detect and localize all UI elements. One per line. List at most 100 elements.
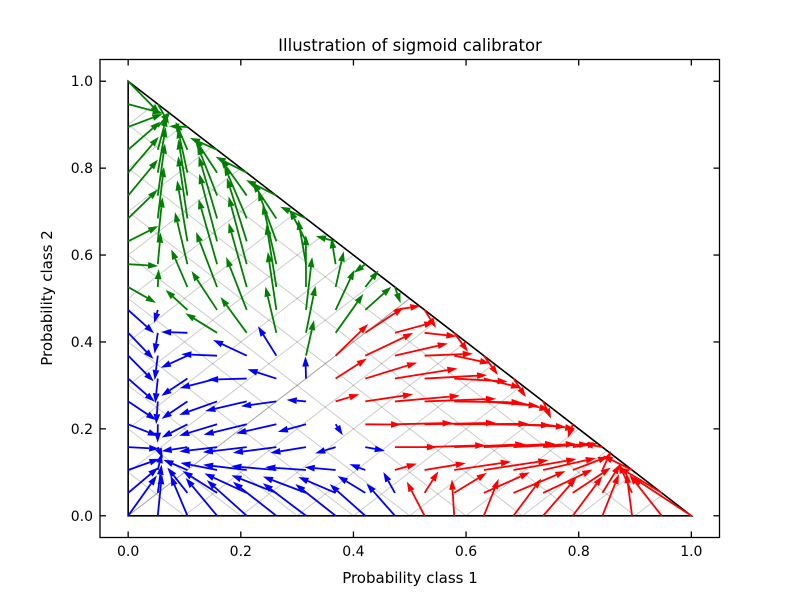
calibration-arrow	[602, 455, 633, 471]
x-axis-label: Probability class 1	[342, 569, 478, 587]
grid-line	[127, 254, 354, 430]
calibration-arrow	[228, 222, 248, 288]
calibration-arrow	[305, 320, 316, 356]
calibration-arrow	[127, 458, 160, 471]
calibration-arrow	[167, 467, 189, 494]
calibration-arrow	[157, 103, 170, 124]
calibration-arrow	[366, 483, 396, 517]
grid-line	[127, 298, 411, 517]
calibration-arrow	[181, 351, 218, 358]
calibration-arrow	[601, 464, 621, 494]
calibration-arrow	[329, 484, 366, 517]
calibration-arrow	[629, 474, 663, 517]
calibration-arrow	[583, 442, 603, 449]
calibration-arrow	[128, 262, 159, 269]
calibration-arrow	[513, 471, 566, 494]
calibration-arrow	[449, 479, 456, 516]
calibration-arrow	[127, 400, 157, 421]
calibration-arrow	[542, 477, 577, 517]
calibration-arrow	[567, 423, 575, 438]
calibration-arrow	[286, 397, 307, 405]
calibration-arrow	[127, 121, 161, 151]
calibration-arrow	[353, 263, 366, 273]
calibration-arrow	[208, 376, 247, 383]
calibration-arrow	[394, 304, 421, 311]
grid-line	[127, 254, 467, 517]
calibration-arrow	[127, 467, 159, 494]
calibration-arrow	[315, 235, 336, 243]
calibration-arrow	[453, 332, 469, 352]
calibration-arrow	[127, 475, 157, 517]
calibration-arrow	[364, 286, 392, 311]
calibration-arrow	[542, 469, 593, 494]
calibration-arrow	[127, 423, 158, 436]
calibration-arrow	[226, 257, 248, 311]
calibration-arrow	[156, 474, 165, 516]
chart-title: Illustration of sigmoid calibrator	[278, 36, 542, 55]
calibration-arrow	[265, 464, 307, 472]
calibration-arrow	[364, 307, 404, 334]
calibration-arrow	[205, 400, 247, 413]
calibration-arrow	[198, 198, 218, 265]
calibration-arrow	[127, 189, 158, 220]
calibration-arrow	[454, 354, 491, 365]
calibration-arrow	[182, 471, 218, 494]
calibration-arrow	[160, 354, 188, 368]
calibration-arrow	[424, 395, 497, 403]
calibration-arrow	[264, 286, 278, 334]
calibration-arrow	[394, 393, 460, 403]
calibration-arrow	[454, 459, 511, 471]
calibration-arrow	[619, 467, 663, 494]
calibration-arrow	[236, 423, 277, 435]
calibration-arrow	[215, 156, 248, 174]
grid-line	[127, 298, 411, 517]
y-axis-label: Probability class 2	[38, 230, 56, 366]
calibration-arrow	[185, 478, 218, 517]
calibration-arrow	[601, 474, 619, 517]
x-tick-labels: 0.0 0.2 0.4 0.6 0.8 1.0	[117, 544, 702, 560]
calibration-arrow	[176, 156, 189, 219]
calibration-arrow	[295, 483, 337, 517]
grid-line	[465, 428, 580, 517]
calibration-arrow	[161, 377, 188, 396]
calibration-arrow	[189, 137, 218, 151]
calibration-arrow	[127, 377, 155, 402]
calibration-arrow	[220, 297, 248, 334]
calibration-arrow	[161, 446, 188, 453]
calibration-arrow	[305, 285, 317, 333]
calibration-arrow	[483, 478, 499, 517]
calibration-arrow	[127, 355, 154, 382]
calibration-arrow	[394, 286, 401, 304]
axis-ticks	[100, 59, 720, 538]
grid-line	[127, 102, 157, 126]
calibration-arrow	[156, 464, 164, 494]
grid-line	[127, 167, 580, 517]
calibration-arrow	[224, 165, 248, 219]
calibration-arrow	[383, 472, 396, 494]
calibration-arrow	[512, 478, 542, 517]
calibration-arrows	[127, 80, 692, 517]
grid-line	[127, 232, 326, 386]
axes-frame	[99, 58, 721, 539]
calibration-arrow	[154, 268, 162, 288]
calibration-arrow	[198, 156, 218, 219]
y-tick-label: 0.8	[71, 161, 93, 177]
grid-line	[296, 363, 495, 517]
calibration-arrow	[127, 286, 156, 303]
calibration-arrow	[161, 328, 188, 336]
calibration-arrow	[315, 446, 336, 454]
calibration-arrow	[161, 400, 188, 419]
calibration-arrow	[335, 324, 369, 357]
calibration-arrow	[163, 459, 188, 471]
y-tick-label: 0.0	[71, 509, 93, 525]
calibration-arrow	[302, 356, 310, 379]
y-tick-label: 1.0	[71, 74, 93, 90]
calibration-arrow	[152, 332, 160, 354]
calibration-arrow	[152, 378, 160, 404]
calibration-arrow	[572, 476, 603, 517]
calibration-arrow	[203, 423, 247, 436]
calibration-arrow	[424, 372, 488, 380]
calibration-arrow	[334, 251, 345, 288]
calibration-arrow	[424, 331, 457, 339]
